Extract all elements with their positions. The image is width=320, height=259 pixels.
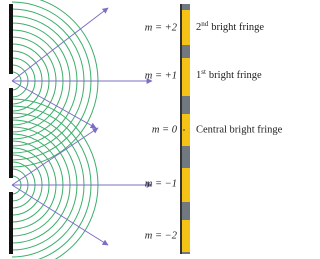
screen bbox=[180, 4, 190, 254]
bright-fringe bbox=[182, 220, 190, 252]
order-label: m = −1 bbox=[145, 178, 177, 189]
order-label: m = +2 bbox=[145, 22, 178, 33]
bright-fringe bbox=[182, 168, 190, 202]
barrier bbox=[9, 4, 13, 254]
fringe-label: Central bright fringe bbox=[196, 124, 283, 135]
bright-fringe bbox=[182, 10, 190, 45]
order-label: m = −2 bbox=[145, 230, 178, 241]
ordinal-suffix: st bbox=[201, 68, 206, 76]
order-label: m = +1 bbox=[145, 70, 177, 81]
fringe-text: bright fringe bbox=[211, 22, 264, 33]
fringe-text: bright fringe bbox=[209, 70, 262, 81]
bright-fringe bbox=[182, 58, 190, 96]
ray bbox=[12, 8, 108, 81]
ray bbox=[12, 185, 108, 245]
wavefronts bbox=[12, 0, 98, 259]
ordinal-suffix: nd bbox=[201, 20, 209, 28]
order-label: m = 0 bbox=[152, 124, 178, 135]
